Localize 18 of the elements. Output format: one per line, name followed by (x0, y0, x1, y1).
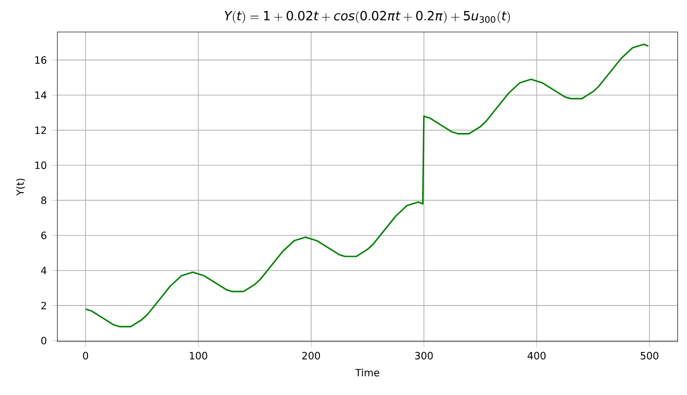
x-tick-label: 500 (640, 352, 658, 360)
x-tick-label: 300 (415, 352, 433, 360)
x-tick-label: 200 (302, 352, 320, 360)
y-tick-label: 14 (35, 92, 46, 99)
x-tick-label: 0 (83, 352, 88, 360)
x-axis-title: Time (355, 368, 380, 376)
y-tick-label: 4 (41, 266, 46, 274)
y-tick-label: 6 (41, 232, 46, 240)
chart-title: $Y(t) = 1 + 0.02t + cos(0.02\pi t + 0.2\pi) + 5u_{300}(t)$ (224, 10, 510, 24)
y-tick-label: 2 (41, 302, 46, 310)
x-tick-label: 400 (528, 352, 546, 360)
y-tick-label: 8 (41, 196, 46, 204)
y-axis-title: Y(t) (16, 178, 26, 196)
y-tick-label: 10 (35, 162, 46, 170)
y-tick-label: 0 (41, 336, 46, 344)
y-tick-label: 12 (35, 126, 46, 134)
x-tick-label: 100 (190, 352, 208, 360)
y-tick-label: 16 (35, 56, 46, 64)
